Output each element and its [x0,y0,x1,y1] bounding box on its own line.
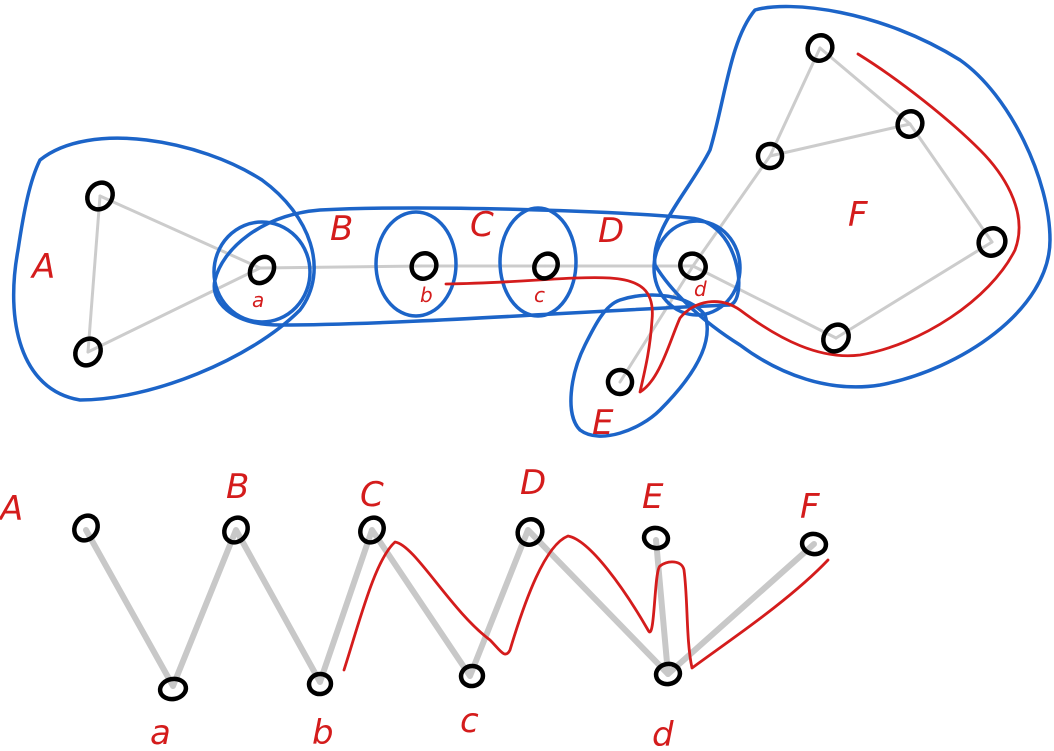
top-path [444,52,1021,394]
tree-node [799,531,829,557]
tree-node [458,663,486,689]
tree-top-label-c: C [360,475,384,515]
graph-node [976,226,1008,258]
bag-e-outline [569,293,709,438]
tree-bottom-label-c: c [460,701,479,741]
bottom-tree: A B C D E F a b c d [0,463,830,751]
tree-node [358,515,386,545]
top-graph: A B C D E F a b c d [11,4,1052,443]
tree-top-label-f: F [800,487,820,527]
bag-label-e: E [592,403,614,443]
graph-node [821,322,851,354]
tree-top-label-d: D [520,463,546,503]
bag-label-a: A [30,247,55,287]
bag-outlines [11,4,1052,438]
bag-label-b: B [330,209,353,249]
tree-bottom-label-a: a [150,713,171,751]
graph-node [247,254,277,286]
separator-c-outline [498,206,578,318]
separator-a-outline [212,220,312,324]
tree-bottom-label-b: b [312,713,334,751]
graph-node [805,33,835,63]
graph-node [755,141,785,171]
tree-edges [83,527,817,689]
bag-label-c: C [470,205,494,245]
tree-node [72,513,100,543]
separator-label-c: c [534,283,545,307]
bag-label-d: D [598,211,624,251]
tree-node [222,515,250,545]
separator-label-b: b [420,283,433,307]
tree-node [515,517,545,547]
bag-f-outline [652,4,1052,389]
bottom-path [342,534,830,672]
tree-node [157,676,189,702]
graph-node [85,180,115,212]
graph-node [605,367,635,397]
tree-node [653,661,683,687]
graph-node [678,251,708,281]
graph-node [73,336,103,368]
separator-b-outline [374,210,458,318]
graph-node [895,109,925,139]
separator-label-d: d [694,277,707,301]
tree-top-label-e: E [642,477,664,517]
tree-bottom-label-d: d [652,715,674,751]
graph-nodes [73,33,1008,397]
tree-top-label-b: B [226,467,249,507]
tree-node [306,671,334,697]
graph-node [409,251,439,281]
tree-top-label-a: A [0,489,23,529]
separator-label-a: a [252,288,264,312]
tree-node [641,525,671,551]
graph-node [532,251,560,281]
bag-label-f: F [848,195,868,235]
bag-a-outline [11,136,316,402]
tree-nodes [72,513,829,702]
graph-edges [86,46,994,384]
